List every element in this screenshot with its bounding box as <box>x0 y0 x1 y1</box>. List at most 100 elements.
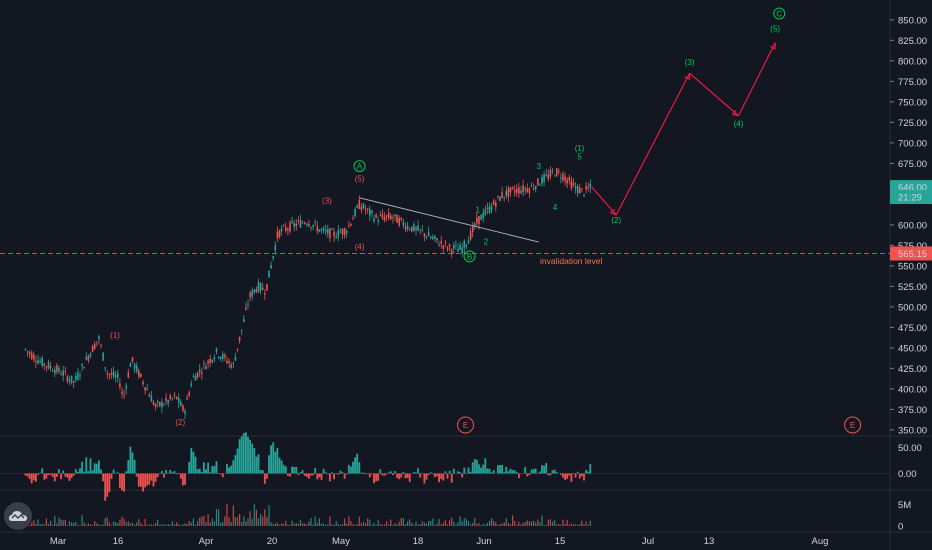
candle-body <box>196 372 199 378</box>
oscillator-bar <box>133 459 136 474</box>
oscillator-bar <box>184 473 186 485</box>
oscillator-bar <box>49 473 52 475</box>
candle-body <box>495 202 497 207</box>
oscillator-bar <box>562 473 564 478</box>
oscillator-bar <box>121 473 123 491</box>
candle-body <box>228 361 230 364</box>
volume-bar <box>501 523 503 526</box>
volume-bar <box>566 519 568 526</box>
oscillator-bar <box>194 456 197 474</box>
candle-body <box>180 401 182 406</box>
volume-bar <box>226 503 228 526</box>
candle-body <box>379 215 382 216</box>
volume-bar <box>484 524 486 526</box>
volume-bar <box>218 509 220 526</box>
oscillator-bar <box>66 473 69 478</box>
candle-body <box>497 195 499 197</box>
oscillator-bar <box>347 464 350 474</box>
candle-body <box>488 206 491 213</box>
oscillator-bar <box>570 473 573 482</box>
volume-bar <box>386 521 388 526</box>
volume-bar <box>155 522 157 526</box>
projection-segment <box>738 42 776 117</box>
candle-body <box>285 227 287 231</box>
candle-body <box>555 168 558 177</box>
volume-bar <box>474 517 476 526</box>
candle-body <box>585 185 587 190</box>
candle-body <box>85 356 88 360</box>
candle-body <box>339 231 342 233</box>
volume-bar <box>344 518 346 526</box>
volume-bar <box>455 524 457 526</box>
price-axis[interactable]: 850.00 825.00 800.00 775.00 750.00 725.00 700.… <box>890 15 932 436</box>
candle-body <box>419 229 422 230</box>
candle-body <box>373 218 375 222</box>
oscillator-bar <box>589 463 592 474</box>
oscillator-bar <box>452 468 455 474</box>
candle-body <box>259 283 262 291</box>
oscillator-bar <box>305 473 308 477</box>
candle-body <box>68 379 71 382</box>
oscillator-bar <box>163 473 165 478</box>
price-tick-label: 550.00 <box>898 261 927 272</box>
oscillator-bar <box>123 473 126 492</box>
candle-body <box>539 184 541 186</box>
oscillator-bar <box>175 473 178 475</box>
candle-body <box>375 214 377 218</box>
oscillator-bar <box>188 461 191 474</box>
candle-body <box>303 222 306 224</box>
candle-body <box>511 187 514 189</box>
candle-body <box>492 200 495 205</box>
volume-bar <box>423 522 426 526</box>
candle-body <box>549 170 552 177</box>
oscillator-bar <box>74 469 77 474</box>
time-axis[interactable]: Mar 16 Apr 20 May 18 Jun 15 Jul 13 Aug <box>50 536 829 547</box>
oscillator-bar <box>161 471 163 474</box>
oscillator-bar <box>509 468 512 474</box>
candle-body <box>297 220 300 222</box>
wave-label: (1) <box>110 331 120 340</box>
candle-body <box>60 374 62 376</box>
volume-bar <box>394 523 396 526</box>
candle-body <box>110 373 113 375</box>
volume-bar <box>503 522 505 526</box>
candle-body <box>348 225 350 227</box>
volume-bar <box>150 524 153 526</box>
candle-body <box>184 410 186 414</box>
oscillator-bar <box>352 461 354 474</box>
volume-bar <box>518 521 520 526</box>
oscillator-bar <box>236 448 239 474</box>
candle-body <box>192 376 195 378</box>
oscillator-bar <box>98 460 100 474</box>
candle-body <box>362 203 365 209</box>
oscillator-bar <box>329 473 331 482</box>
candle-body <box>480 214 482 220</box>
volume-bar <box>29 525 31 526</box>
time-tick-label: 13 <box>704 536 715 547</box>
volume-bar <box>539 522 541 526</box>
volume-bar <box>304 523 306 526</box>
volume-bar <box>377 520 379 526</box>
volume-bar <box>306 524 308 526</box>
volume-bar <box>66 525 69 526</box>
oscillator-bar <box>24 473 27 476</box>
oscillator-bar <box>203 462 205 474</box>
oscillator-bar <box>51 473 54 477</box>
price-tick-label: 850.00 <box>898 15 927 26</box>
volume-bar <box>274 523 276 526</box>
candle-body <box>268 270 270 278</box>
volume-bar <box>92 524 94 526</box>
price-tick-label: 400.00 <box>898 384 927 395</box>
candle-body <box>429 237 432 239</box>
volume-bar <box>85 524 87 526</box>
tradingview-logo-icon[interactable] <box>4 502 32 530</box>
candle-body <box>169 395 172 399</box>
candle-body <box>537 178 539 186</box>
volume-bar <box>94 521 96 526</box>
oscillator-bar <box>434 473 436 478</box>
oscillator-bar <box>293 466 296 474</box>
volume-bar <box>281 523 283 526</box>
volume-bar <box>104 518 106 526</box>
